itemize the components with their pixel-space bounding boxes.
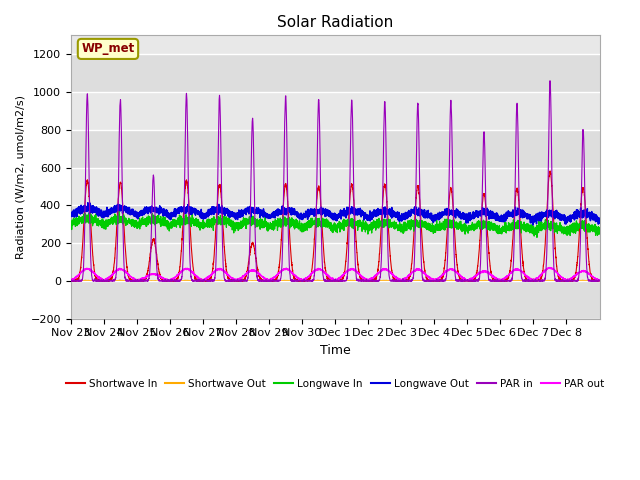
Bar [71,54,600,92]
Bar [71,281,600,319]
Bar [71,130,600,168]
Bar [71,92,600,130]
Bar [71,205,600,243]
Bar [71,243,600,281]
Text: WP_met: WP_met [81,42,134,55]
Bar [71,168,600,205]
Legend: Shortwave In, Shortwave Out, Longwave In, Longwave Out, PAR in, PAR out: Shortwave In, Shortwave Out, Longwave In… [61,374,609,393]
X-axis label: Time: Time [320,344,351,357]
Title: Solar Radiation: Solar Radiation [277,15,393,30]
Y-axis label: Radiation (W/m2, umol/m2/s): Radiation (W/m2, umol/m2/s) [15,95,25,259]
